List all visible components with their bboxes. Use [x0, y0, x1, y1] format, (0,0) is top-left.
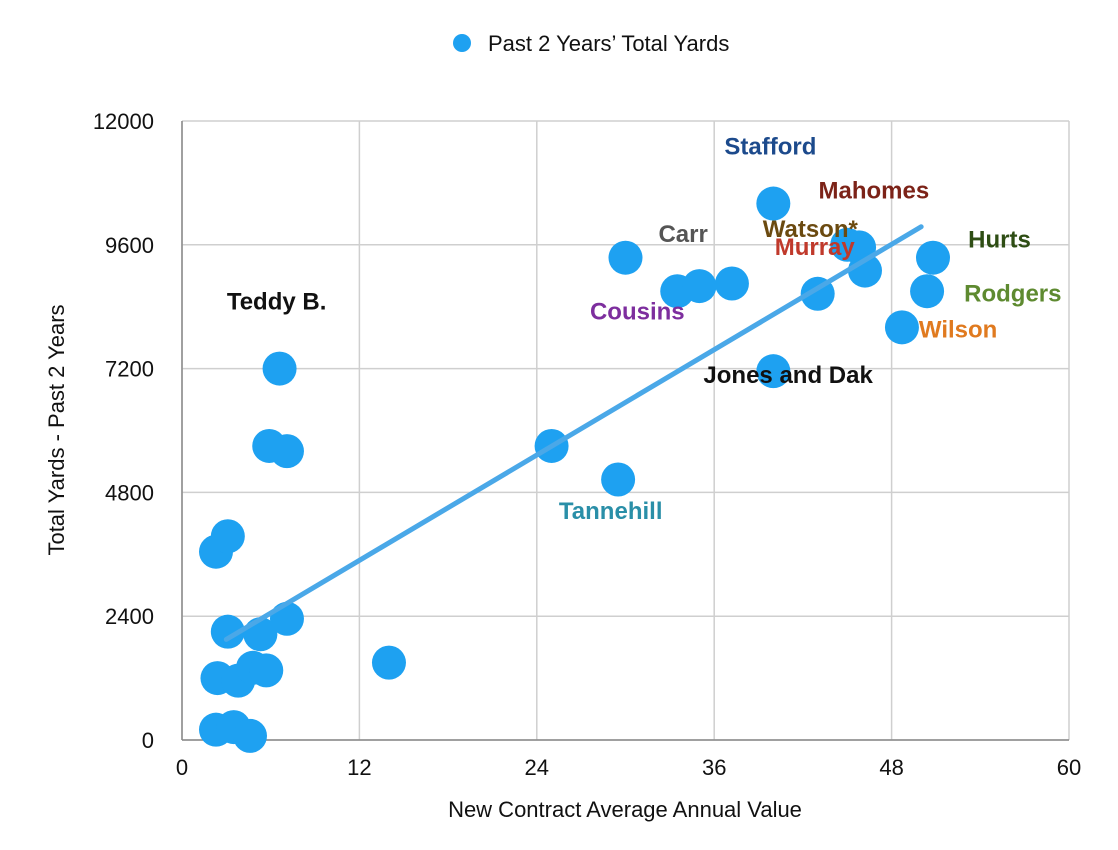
player-label: Tannehill	[559, 498, 663, 525]
trendline	[223, 224, 924, 642]
data-point	[249, 653, 284, 688]
data-point	[915, 240, 950, 275]
y-tick-label: 12000	[93, 109, 154, 134]
player-label: Cousins	[590, 299, 685, 326]
legend: Past 2 Years’ Total Yards	[453, 31, 729, 56]
trendline-path	[223, 224, 924, 642]
y-axis-title: Total Yards - Past 2 Years	[44, 304, 69, 555]
x-tick-label: 36	[702, 755, 726, 780]
data-point	[210, 519, 245, 554]
data-point	[714, 266, 749, 301]
x-tick-labels: 0 12 24 36 48 60	[176, 755, 1081, 780]
data-point	[269, 434, 304, 469]
x-tick-label: 60	[1057, 755, 1081, 780]
data-point	[262, 351, 297, 386]
y-tick-labels: 0 2400 4800 7200 9600 12000	[93, 109, 154, 753]
x-tick-label: 0	[176, 755, 188, 780]
x-tick-label: 12	[347, 755, 371, 780]
x-tick-label: 24	[525, 755, 549, 780]
y-tick-label: 4800	[105, 480, 154, 505]
data-point	[756, 186, 791, 221]
player-label: Wilson	[919, 317, 997, 344]
data-point	[210, 614, 245, 649]
data-point	[371, 645, 406, 680]
player-label: Watson*	[763, 216, 859, 243]
player-label: Teddy B.	[227, 288, 327, 315]
x-tick-label: 48	[879, 755, 903, 780]
y-tick-label: 9600	[105, 233, 154, 258]
player-label: Hurts	[968, 226, 1031, 253]
player-label: Carr	[658, 221, 707, 248]
gridlines	[181, 120, 1070, 741]
legend-label: Past 2 Years’ Total Yards	[488, 31, 729, 56]
y-tick-label: 7200	[105, 357, 154, 382]
y-tick-label: 0	[142, 728, 154, 753]
data-point	[756, 354, 791, 389]
data-point	[269, 601, 304, 636]
data-point	[608, 240, 643, 275]
data-point	[233, 718, 268, 753]
data-point	[884, 310, 919, 345]
player-label: Murray	[775, 234, 856, 261]
x-axis-title: New Contract Average Annual Value	[448, 797, 802, 822]
data-points	[199, 186, 950, 753]
player-label: Jones and Dak	[703, 362, 873, 389]
data-point	[910, 274, 945, 309]
player-label: Stafford	[724, 134, 816, 161]
data-point	[682, 269, 717, 304]
data-point	[601, 462, 636, 497]
y-tick-label: 2400	[105, 604, 154, 629]
player-label: Mahomes	[819, 177, 930, 204]
legend-marker	[453, 34, 471, 52]
data-point	[847, 253, 882, 288]
player-label: Rodgers	[964, 281, 1061, 308]
